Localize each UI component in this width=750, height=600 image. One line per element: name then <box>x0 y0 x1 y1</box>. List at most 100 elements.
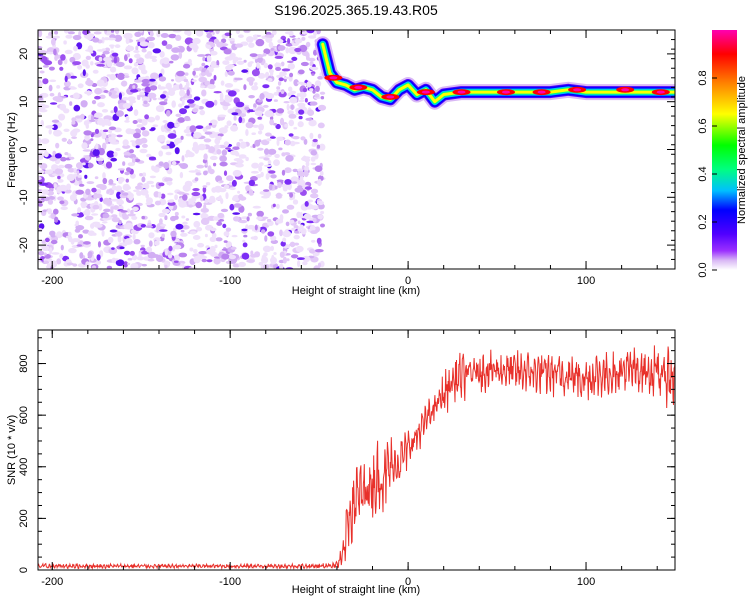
noise-speckle <box>102 221 108 224</box>
noise-speckle <box>87 45 94 53</box>
noise-speckle <box>226 120 232 126</box>
noise-speckle <box>265 92 275 100</box>
noise-speckle <box>116 134 123 138</box>
y-tick-label: 200 <box>18 509 30 527</box>
noise-speckle <box>73 180 80 186</box>
noise-speckle <box>303 170 309 178</box>
noise-speckle <box>86 33 94 41</box>
noise-speckle <box>256 99 263 103</box>
noise-speckle <box>193 67 202 71</box>
noise-speckle <box>133 239 141 245</box>
noise-speckle <box>259 93 265 100</box>
noise-speckle <box>102 172 106 180</box>
noise-speckle <box>299 224 304 230</box>
noise-speckle <box>192 212 201 216</box>
noise-speckle <box>187 58 192 64</box>
noise-speckle <box>134 31 142 37</box>
noise-speckle <box>270 239 279 244</box>
noise-speckle <box>98 203 103 211</box>
noise-speckle <box>167 199 175 203</box>
noise-speckle <box>282 256 287 264</box>
noise-speckle <box>275 123 281 130</box>
noise-speckle <box>206 41 214 45</box>
noise-speckle <box>303 138 308 145</box>
noise-speckle <box>238 154 247 159</box>
noise-speckle <box>44 237 50 243</box>
noise-speckle <box>97 102 105 108</box>
noise-speckle <box>318 143 326 151</box>
noise-speckle <box>123 65 133 70</box>
noise-speckle <box>231 196 240 202</box>
noise-speckle <box>298 115 303 120</box>
noise-speckle <box>157 84 162 89</box>
colorbar-tick-label: 0.4 <box>697 166 709 181</box>
noise-speckle <box>267 64 273 70</box>
noise-speckle <box>64 30 69 34</box>
noise-speckle <box>274 55 284 59</box>
noise-speckle <box>77 207 82 214</box>
noise-speckle <box>275 192 282 199</box>
noise-speckle <box>188 170 198 173</box>
noise-speckle <box>101 229 105 237</box>
noise-speckle <box>135 145 140 149</box>
noise-speckle <box>261 254 266 261</box>
noise-speckle <box>102 177 108 185</box>
noise-speckle <box>254 82 258 86</box>
noise-speckle <box>186 99 195 104</box>
noise-speckle <box>130 173 136 179</box>
noise-speckle <box>219 180 224 183</box>
noise-speckle <box>277 45 286 51</box>
noise-speckle <box>160 33 169 38</box>
noise-speckle <box>85 79 94 86</box>
noise-speckle <box>222 223 227 229</box>
noise-speckle <box>309 249 316 254</box>
noise-speckle <box>278 147 283 151</box>
noise-speckle <box>268 170 276 174</box>
noise-speckle <box>124 171 130 176</box>
noise-speckle <box>179 89 186 97</box>
colorbar-tick-label: 0.6 <box>697 118 709 133</box>
noise-speckle <box>50 234 56 238</box>
noise-speckle <box>280 241 286 247</box>
noise-speckle <box>54 96 64 103</box>
noise-speckle <box>148 78 156 82</box>
noise-speckle <box>204 198 209 204</box>
noise-speckle <box>210 227 217 232</box>
noise-speckle <box>204 131 213 135</box>
noise-speckle <box>233 158 243 162</box>
noise-speckle <box>40 189 50 195</box>
noise-speckle <box>298 104 306 111</box>
noise-speckle <box>292 199 299 205</box>
noise-speckle <box>191 79 197 82</box>
noise-speckle <box>38 170 45 174</box>
noise-speckle <box>91 100 97 105</box>
noise-speckle <box>64 75 68 83</box>
noise-speckle <box>111 217 121 223</box>
noise-speckle <box>49 156 58 162</box>
noise-speckle <box>184 180 193 187</box>
noise-speckle <box>201 258 207 263</box>
noise-speckle <box>311 239 316 243</box>
noise-speckle <box>158 161 164 166</box>
noise-speckle <box>205 182 211 186</box>
noise-speckle <box>245 121 254 129</box>
noise-speckle <box>49 92 55 97</box>
noise-speckle <box>188 204 194 208</box>
noise-speckle <box>308 57 316 62</box>
noise-speckle <box>81 142 88 150</box>
noise-speckle <box>292 168 298 173</box>
noise-speckle <box>293 234 300 240</box>
noise-speckle <box>128 194 134 201</box>
noise-speckle <box>38 151 45 159</box>
noise-speckle <box>146 153 152 158</box>
noise-speckle <box>67 231 72 237</box>
noise-speckle <box>193 96 201 101</box>
noise-speckle <box>109 229 118 233</box>
noise-speckle <box>214 244 218 249</box>
noise-speckle <box>297 220 301 225</box>
noise-speckle <box>160 223 167 227</box>
noise-speckle <box>314 249 324 253</box>
noise-speckle <box>256 216 263 220</box>
noise-speckle <box>251 69 260 77</box>
y-tick-label: 600 <box>18 406 30 424</box>
